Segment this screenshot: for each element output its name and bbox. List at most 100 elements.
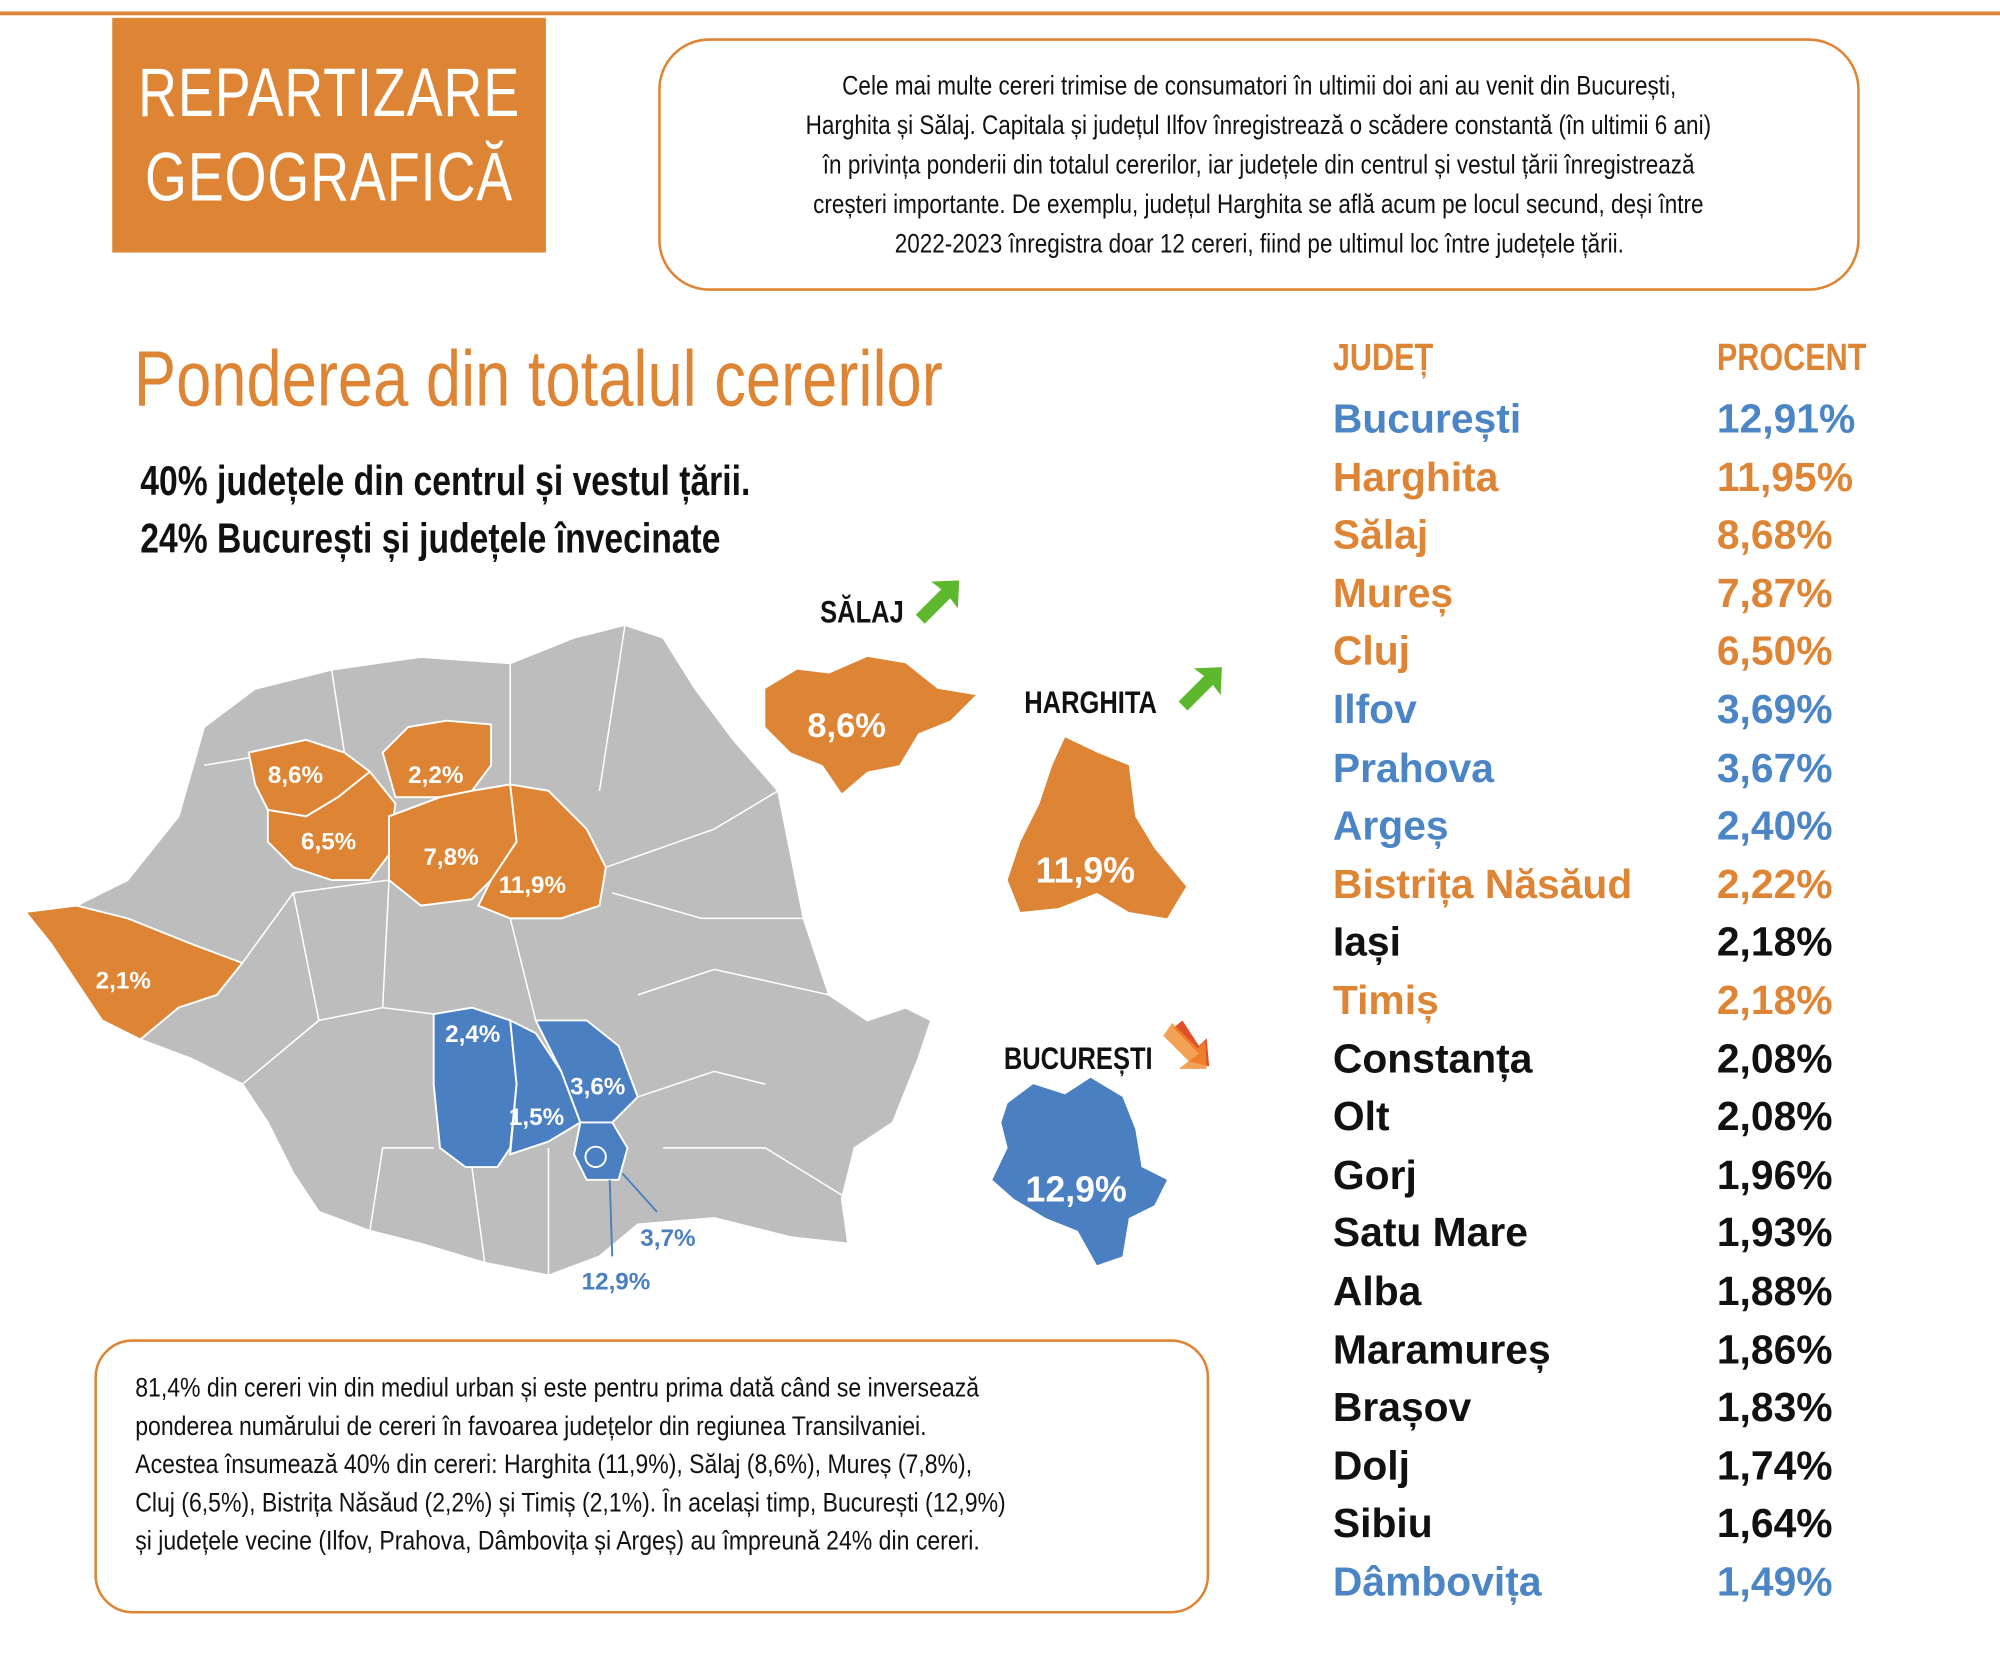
label-timis: 2,1%: [96, 968, 151, 995]
county-name: Constanța: [1332, 1035, 1533, 1082]
county-name: Cluj: [1332, 628, 1410, 674]
county-percent: 7,87%: [1716, 569, 1833, 616]
label-cluj: 6,5%: [301, 828, 356, 855]
title-line: GEOGRAFICĂ: [145, 139, 514, 216]
label-ilfov: 3,7%: [640, 1225, 695, 1252]
county-percent: 1,49%: [1716, 1558, 1833, 1605]
table-row: Iași 2,18%: [1333, 919, 1881, 975]
summary-line: și județele vecine (Ilfov, Prahova, Dâmb…: [135, 1526, 980, 1557]
county-name: Dâmbovița: [1332, 1558, 1542, 1605]
section-heading: Ponderea din totalul cererilor: [133, 335, 943, 424]
callout-salaj-value: 8,6%: [807, 707, 885, 745]
subtitle: 40% județele din centrul și vestul țării…: [140, 456, 751, 504]
county-timis: [23, 904, 244, 1041]
table-row: Ilfov 3,69%: [1333, 686, 1881, 742]
county-name: Sălaj: [1332, 511, 1429, 558]
intro-line: în privința ponderii din totalul cereril…: [823, 149, 1695, 180]
table-row: Sibiu 1,64%: [1333, 1500, 1881, 1556]
county-percent: 2,08%: [1716, 1093, 1833, 1140]
county-name: Dolj: [1332, 1442, 1410, 1489]
table-row: Dolj 1,74%: [1333, 1442, 1881, 1498]
county-name: Brașov: [1332, 1384, 1472, 1431]
county-arges: [432, 1006, 518, 1169]
county-percent: 3,69%: [1716, 686, 1833, 733]
title-box: REPARTIZARE GEOGRAFICĂ: [112, 17, 546, 253]
table-row: Gorj 1,96%: [1333, 1152, 1881, 1208]
county-dambovita: [509, 1018, 582, 1156]
county-borders: [203, 624, 849, 1276]
summary-box: 81,4% din cereri vin din mediul urban și…: [94, 1339, 1210, 1614]
top-rule: [0, 11, 2000, 16]
county-name: Gorj: [1332, 1151, 1417, 1198]
table-row: Olt 2,08%: [1333, 1093, 1881, 1149]
county-percent: 2,08%: [1716, 1035, 1833, 1082]
county-percent: 2,18%: [1716, 918, 1833, 965]
label-prahova: 3,6%: [570, 1073, 625, 1100]
label-arges: 2,4%: [445, 1021, 500, 1048]
table-row: Sălaj 8,68%: [1333, 512, 1881, 568]
table-row: Maramureș 1,86%: [1333, 1326, 1881, 1382]
county-name: Olt: [1332, 1093, 1390, 1140]
county-percent: 1,86%: [1716, 1326, 1833, 1372]
table-row: Argeș 2,40%: [1333, 803, 1881, 859]
label-bucuresti: 12,9%: [582, 1269, 651, 1296]
label-harghita: 11,9%: [499, 872, 566, 899]
table-row: Constanța 2,08%: [1333, 1035, 1881, 1091]
county-name: Maramureș: [1332, 1326, 1551, 1372]
summary-line: Acestea însumează 40% din cereri: Harghi…: [135, 1450, 973, 1480]
arrow-up-icon: [915, 580, 960, 624]
title-line: REPARTIZARE: [138, 54, 521, 132]
county-percent: 1,96%: [1716, 1151, 1833, 1198]
table-row: Mureș 7,87%: [1333, 570, 1881, 626]
county-percent: 1,88%: [1716, 1267, 1833, 1314]
callout-bucuresti-name: BUCUREȘTI: [1003, 1040, 1153, 1077]
table-row: Satu Mare 1,93%: [1333, 1210, 1881, 1266]
county-name: Sibiu: [1332, 1500, 1433, 1547]
table-row: Bistrița Năsăud 2,22%: [1333, 861, 1881, 917]
county-name: Prahova: [1332, 744, 1494, 791]
county-name: Mureș: [1332, 569, 1454, 616]
label-mures: 7,8%: [423, 844, 478, 871]
county-percent: 2,22%: [1716, 860, 1833, 907]
county-bistrita: [381, 719, 493, 799]
county-percent: 11,95%: [1716, 453, 1854, 500]
label-bistrita: 2,2%: [408, 762, 463, 789]
county-name: Timiș: [1332, 977, 1439, 1023]
table-row: Alba 1,88%: [1333, 1268, 1881, 1324]
intro-line: Cele mai multe cereri trimise de consuma…: [841, 70, 1676, 101]
arrow-down-icon: [1163, 1020, 1210, 1069]
callout-harghita-shape: [1007, 737, 1187, 919]
summary-line: ponderea numărului de cereri în favoarea…: [135, 1411, 927, 1442]
label-dambovita: 1,5%: [509, 1104, 564, 1131]
county-name: București: [1332, 395, 1522, 442]
callout-harghita-name: HARGHITA: [1024, 684, 1157, 721]
arrow-up-icon: [1178, 667, 1222, 711]
table-row: Cluj 6,50%: [1333, 628, 1881, 684]
county-prahova: [534, 1019, 639, 1124]
county-name: Harghita: [1332, 453, 1499, 500]
table-header-county: JUDEȚ: [1332, 336, 1434, 379]
callout-salaj-shape: [765, 656, 976, 794]
county-percent: 12,91%: [1716, 395, 1856, 442]
county-percent: 1,83%: [1716, 1384, 1833, 1431]
intro-line: 2022-2023 înregistra doar 12 cereri, fii…: [894, 228, 1624, 259]
callout-bucuresti-shape: [992, 1077, 1168, 1266]
subtitle: 24% București și județele învecinate: [140, 514, 721, 562]
county-percent: 1,93%: [1716, 1209, 1833, 1256]
county-name: Iași: [1332, 918, 1401, 965]
label-salaj: 8,6%: [268, 762, 323, 789]
county-name: Alba: [1332, 1267, 1422, 1314]
table-row: Prahova 3,67%: [1333, 744, 1881, 800]
intro-line: Harghita și Sălaj. Capitala și județul I…: [806, 110, 1712, 140]
county-percent: 8,68%: [1716, 511, 1833, 558]
callout-harghita-value: 11,9%: [1036, 851, 1135, 891]
table-header-percent: PROCENT: [1716, 336, 1867, 379]
county-percent: 2,18%: [1716, 977, 1833, 1023]
callout-bucuresti-value: 12,9%: [1026, 1170, 1127, 1210]
table-row: Brașov 1,83%: [1333, 1384, 1881, 1440]
county-percent: 1,74%: [1716, 1442, 1833, 1489]
county-percent: 1,64%: [1716, 1500, 1833, 1547]
table-row: Harghita 11,95%: [1333, 454, 1881, 510]
county-name: Ilfov: [1332, 686, 1417, 733]
